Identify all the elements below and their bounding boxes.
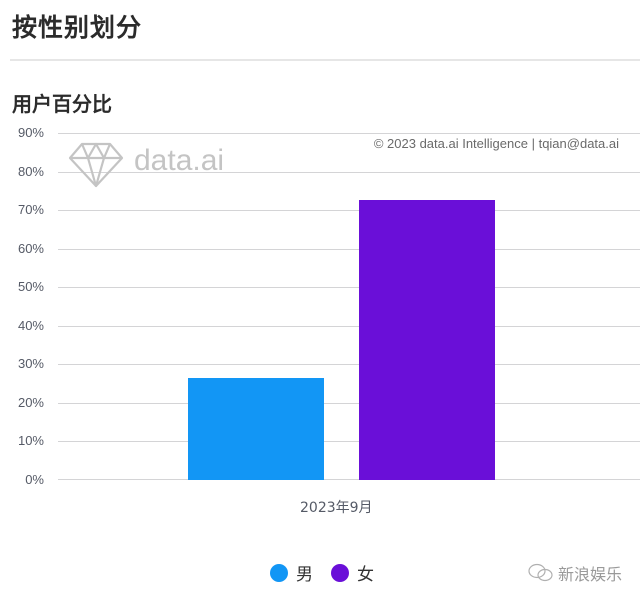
legend-item-female[interactable]: 女 xyxy=(331,560,374,585)
chart-title: 用户百分比 xyxy=(12,92,112,116)
diamond-icon xyxy=(68,142,124,188)
divider xyxy=(10,59,640,61)
y-tick: 40% xyxy=(17,318,44,333)
y-tick: 0% xyxy=(25,472,44,487)
wechat-icon xyxy=(528,563,553,582)
gridline xyxy=(58,171,640,173)
plot-area xyxy=(58,133,640,480)
y-tick: 10% xyxy=(17,433,44,448)
gridline xyxy=(58,402,640,404)
y-tick: 60% xyxy=(17,241,44,256)
gridline xyxy=(58,133,640,134)
gridline xyxy=(58,479,640,480)
legend-item-male[interactable]: 男 xyxy=(270,560,313,585)
bar-male[interactable] xyxy=(188,378,324,480)
legend: 男 女 xyxy=(270,560,384,585)
gridline xyxy=(58,441,640,442)
copyright-text: © 2023 data.ai Intelligence | tqian@data… xyxy=(373,136,619,151)
y-tick: 70% xyxy=(17,202,44,217)
source-watermark: 新浪娱乐 xyxy=(528,561,622,585)
legend-label: 男 xyxy=(296,565,313,585)
watermark-text: data.ai xyxy=(134,144,225,177)
y-tick: 80% xyxy=(17,164,44,179)
y-tick: 20% xyxy=(17,395,44,410)
legend-dot-icon xyxy=(270,563,288,582)
y-tick: 30% xyxy=(17,356,44,371)
gridline xyxy=(58,210,640,211)
page-title: 按性别划分 xyxy=(12,13,143,42)
y-tick: 90% xyxy=(17,125,44,140)
y-tick: 50% xyxy=(17,279,44,294)
bar-female[interactable] xyxy=(359,200,495,480)
gridline xyxy=(58,248,640,250)
legend-dot-icon xyxy=(331,563,349,582)
source-text: 新浪娱乐 xyxy=(558,565,623,584)
legend-label: 女 xyxy=(357,565,374,585)
gridline xyxy=(58,325,640,327)
x-axis-label: 2023年9月 xyxy=(300,500,373,516)
gridline xyxy=(58,364,640,365)
gridline xyxy=(58,287,640,288)
